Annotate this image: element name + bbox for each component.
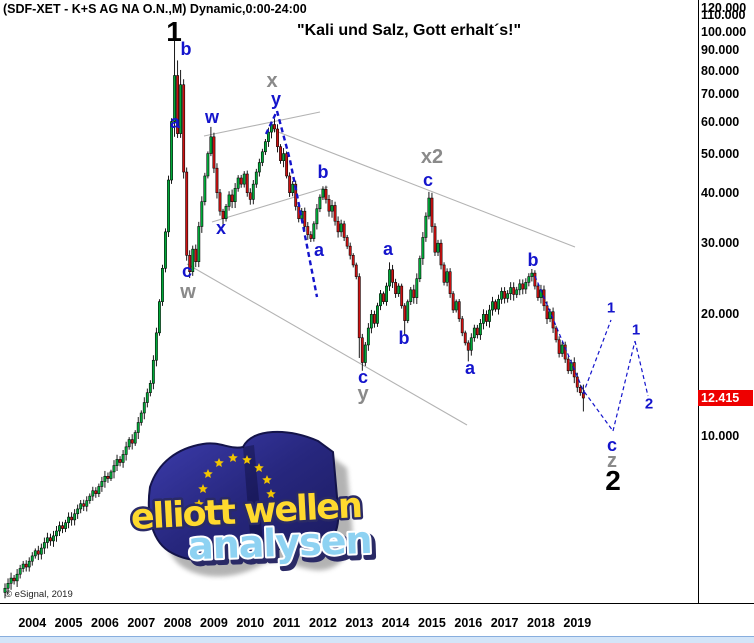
wave-label-z: z [607, 450, 617, 472]
wave-label-b: b [180, 39, 192, 59]
x-tick-label: 2004 [18, 616, 47, 630]
y-tick-label: 100.000 [701, 24, 747, 39]
x-tick-label: 2009 [200, 616, 228, 630]
flag-fold [243, 445, 263, 547]
y-tick-label: 10.000 [701, 429, 740, 443]
wave-label-a: a [169, 112, 181, 132]
wave-annotation-lines [264, 107, 649, 432]
y-tick-label: 40.000 [701, 185, 740, 200]
last-price-label: 12.415 [698, 390, 753, 407]
wave-label-1: 1 [166, 16, 182, 47]
x-tick-label: 2012 [309, 616, 337, 630]
wave-label-w: w [204, 107, 220, 127]
eu-flag [147, 431, 340, 562]
x-tick-label: 2017 [490, 616, 519, 630]
wave-label-x2: x2 [420, 146, 444, 168]
x-tick-label: 2010 [236, 616, 265, 630]
wave-label-b: b [398, 328, 410, 348]
wave-label-y: y [357, 383, 369, 405]
wave-label-y: y [270, 89, 282, 109]
wave-label-x: x [215, 218, 227, 238]
wave-label-a: a [313, 240, 325, 260]
wave-label-2: 2 [605, 465, 621, 496]
watermark-line2-shadow: analysen [190, 522, 375, 572]
y-tick-label: 30.000 [701, 236, 740, 251]
y-tick-label: 90.000 [701, 43, 740, 58]
wave-label-c: c [181, 261, 193, 281]
wave-label-b: b [317, 162, 329, 182]
x-tick-label: 2013 [345, 616, 374, 630]
trendlines [186, 111, 576, 426]
y-tick-label: 120.000 [701, 1, 747, 15]
x-tick-label: 2007 [127, 616, 156, 630]
wave-label-c: c [606, 435, 618, 455]
eu-stars [194, 453, 276, 513]
x-tick-label: 2016 [454, 616, 483, 630]
wave-label-c: c [357, 367, 369, 387]
wave-label-w: w [180, 281, 196, 303]
wave-label-2: 2 [644, 395, 654, 413]
x-tick-label: 2014 [381, 616, 410, 630]
axis-borders [0, 0, 754, 604]
y-tick-label: 80.000 [701, 64, 740, 79]
x-tick-label: 2006 [91, 616, 119, 630]
candlesticks [3, 38, 585, 599]
x-tick-label: 2005 [54, 616, 83, 630]
wave-label-b: b [527, 250, 539, 270]
y-tick-label: 50.000 [701, 146, 740, 161]
y-tick-label: 60.000 [701, 114, 740, 129]
x-tick-label: 2019 [563, 616, 592, 630]
bottom-bar [0, 636, 754, 643]
x-tick-label: 2018 [527, 616, 555, 630]
copyright: © eSignal, 2019 [5, 589, 73, 600]
wave-label-1: 1 [631, 321, 641, 339]
wave-label-1: 1 [606, 299, 616, 317]
wave-label-x: x [266, 70, 278, 92]
chart-title: (SDF-XET - K+S AG NA O.N.,M) Dynamic,0:0… [3, 2, 307, 16]
y-tick-label: 70.000 [701, 87, 740, 102]
elliott-wellen-watermark-logo: elliott wellen analysen analysen [127, 431, 378, 577]
quote-annotation: "Kali und Salz, Gott erhalt´s!" [297, 22, 522, 39]
y-tick-label: 20.000 [701, 307, 740, 322]
y-tick-label: 110.000 [701, 8, 746, 23]
wave-label-c: c [422, 170, 434, 190]
wave-label-a: a [382, 239, 394, 259]
x-tick-label: 2011 [273, 616, 301, 630]
watermark-line2: analysen [187, 518, 372, 568]
wave-label-a: a [464, 358, 476, 378]
x-tick-label: 2008 [163, 616, 192, 630]
x-tick-label: 2015 [418, 616, 446, 630]
